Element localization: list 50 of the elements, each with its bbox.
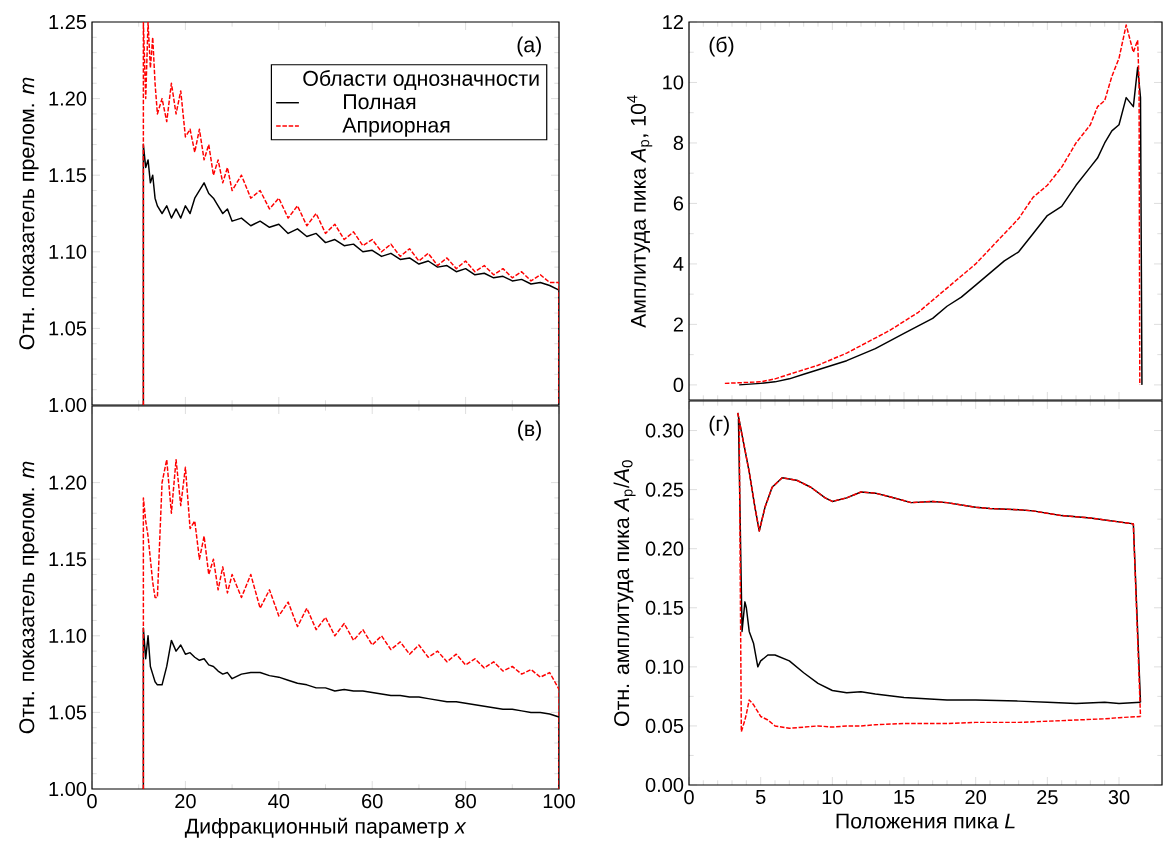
x-tick-label: 80 (455, 794, 476, 809)
x-tick-label: 15 (894, 790, 915, 804)
x-axis-title: Положения пика L (836, 813, 1015, 829)
x-tick-label: 0 (87, 794, 97, 809)
y-tick-label: 1.05 (49, 705, 87, 720)
y-axis-title: Амплитуда пика A$_{p}$, 10$^{4}$ (627, 95, 653, 328)
y-tick-label: 1.20 (49, 475, 87, 490)
x-tick-label: 25 (1037, 790, 1058, 805)
y-tick-label: 0.05 (645, 718, 684, 733)
x-tick-label: 100 (543, 794, 575, 809)
y-tick-label: 2 (673, 317, 683, 332)
y-tick-label: 1.10 (49, 244, 87, 259)
y-tick-label: 1.15 (49, 552, 87, 567)
legend-title: Области однозначности (303, 70, 539, 90)
y-tick-label: 1.15 (49, 168, 87, 183)
y-axis-title: Отн. показатель прелом. m (19, 461, 39, 734)
y-tick-label: 0.20 (645, 541, 684, 556)
y-tick-label: 0 (673, 377, 684, 392)
y-tick-label: 0.30 (645, 423, 684, 438)
x-tick-label: 20 (965, 790, 986, 805)
y-tick-label: 1.05 (49, 321, 87, 336)
x-tick-label: 5 (755, 790, 766, 804)
y-tick-label: 8 (673, 135, 684, 151)
y-tick-label: 1.00 (49, 397, 87, 413)
x-tick-label: 20 (175, 794, 196, 809)
annotation: (б) (709, 36, 734, 57)
y-tick-label: 0.10 (645, 659, 684, 674)
y-tick-label: 10 (663, 75, 684, 90)
annotation: (а) (517, 36, 541, 57)
y-tick-label: 12 (663, 15, 683, 29)
y-axis-title: Отн. показатель прелом. m (19, 77, 39, 350)
y-tick-label: 4 (673, 257, 684, 271)
annotation: (в) (518, 420, 541, 441)
x-tick-label: 0 (684, 790, 694, 805)
x-tick-label: 10 (822, 790, 843, 805)
x-tick-label: 60 (362, 794, 383, 809)
annotation: (г) (709, 415, 729, 436)
y-tick-label: 1.20 (49, 91, 87, 106)
legend-label: Априорная (342, 117, 450, 137)
y-tick-label: 1.00 (49, 781, 87, 797)
y-tick-label: 1.10 (49, 628, 87, 643)
y-tick-label: 0.25 (645, 482, 684, 497)
x-axis-title: Дифракционный параметр x (184, 817, 467, 838)
x-tick-label: 40 (268, 794, 290, 809)
y-tick-label: 0.00 (645, 777, 684, 793)
y-tick-label: 6 (673, 196, 684, 211)
x-tick-label: 30 (1108, 790, 1130, 805)
legend-label: Полная (344, 94, 416, 110)
y-tick-label: 0.15 (645, 600, 684, 615)
y-tick-label: 1.25 (49, 14, 87, 30)
